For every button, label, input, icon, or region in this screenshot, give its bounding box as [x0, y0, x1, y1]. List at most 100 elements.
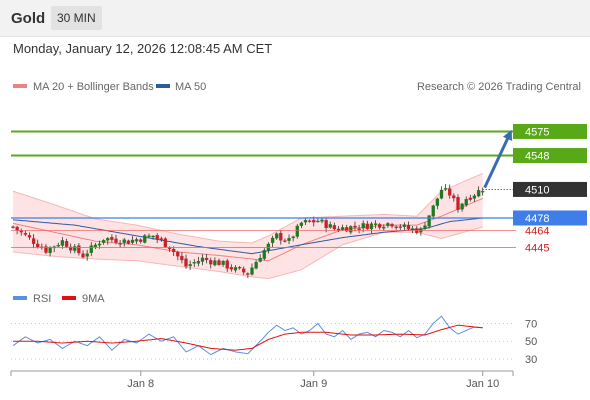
candle-body [275, 233, 279, 239]
candle-body [361, 223, 365, 229]
candle-body [184, 258, 188, 267]
instrument-title: Gold [11, 10, 46, 27]
candle-body [122, 239, 126, 243]
candle-body [159, 238, 163, 240]
support-label-4445: 4445 [525, 242, 549, 254]
target-tag-4548 [513, 148, 587, 164]
candle-body [439, 189, 444, 199]
candle-body [81, 253, 85, 258]
target-label-4575: 4575 [525, 126, 549, 138]
candle-body [250, 267, 254, 275]
candle-body [110, 237, 114, 240]
header-bar: Gold 30 MIN [0, 0, 590, 37]
candle-body [427, 215, 431, 227]
legend-swatch-9ma [62, 296, 76, 300]
candle-body [345, 227, 349, 232]
candle-body [176, 251, 180, 257]
candle-body [402, 224, 407, 228]
candle-body [188, 264, 192, 267]
candle-body [77, 245, 81, 254]
bollinger-band-fill [13, 173, 483, 279]
legend-9ma: 9MA [82, 293, 105, 305]
candle-body [172, 248, 176, 253]
candle-body [155, 235, 159, 239]
target-tag-4575 [513, 123, 587, 139]
time-tick-label: Jan 10 [466, 378, 499, 390]
candle-body [192, 262, 196, 264]
candle-body [242, 268, 246, 273]
candle-body [435, 198, 440, 206]
timeframe-button[interactable]: 30 MIN [51, 6, 102, 30]
candle-body [163, 238, 168, 248]
rsi-plot: 70 50 30 [11, 315, 537, 366]
candle-body [373, 223, 378, 225]
candle-body [101, 240, 106, 243]
candle-body [246, 273, 250, 275]
candle-body [431, 205, 435, 217]
candle-body [217, 260, 221, 265]
candle-body [324, 220, 328, 229]
last-price-tag [513, 181, 587, 197]
candle-body [357, 228, 361, 230]
scenario-arrow [483, 129, 512, 189]
candle-body [328, 224, 332, 228]
candle-body [204, 257, 209, 261]
candle-body [464, 199, 468, 206]
candle-body [254, 261, 258, 269]
candle-body [23, 233, 28, 235]
time-tick-label: Jan 9 [300, 378, 327, 390]
candle-body [410, 228, 415, 230]
candle-body [106, 238, 110, 241]
candle-body [312, 219, 316, 223]
candle-body [114, 238, 118, 243]
candle-body [118, 243, 122, 245]
support-label-4464: 4464 [525, 225, 549, 237]
candle-body [213, 260, 217, 266]
candle-body [15, 226, 19, 231]
legend-swatch-ma50 [156, 84, 170, 88]
candle-body [93, 244, 98, 248]
last-price-label: 4510 [525, 184, 549, 196]
candle-body [336, 228, 341, 231]
candle-body [365, 223, 369, 229]
candle-body [481, 191, 485, 193]
rsi-tick-label: 70 [525, 318, 537, 330]
candle-body [69, 246, 73, 251]
candle-body [295, 225, 299, 237]
candle-body [291, 236, 295, 239]
pivot-tag-4478 [513, 210, 587, 226]
legend-ma20: MA 20 + Bollinger Bands [33, 81, 154, 93]
candle-body [27, 235, 32, 238]
candle-body [283, 240, 287, 242]
candle-body [456, 197, 460, 210]
target-label-4548: 4548 [525, 151, 549, 163]
candle-body [468, 197, 472, 200]
candle-body [270, 237, 275, 243]
candle-body [472, 195, 477, 199]
candle-body [320, 219, 324, 222]
candle-body [130, 239, 135, 243]
candle-body [386, 223, 390, 226]
legend-rsi: RSI [33, 293, 51, 305]
candle-body [64, 241, 69, 247]
copyright-text: Research © 2026 Trading Central [417, 81, 581, 93]
candle-body [44, 246, 48, 253]
candle-body [97, 243, 102, 246]
candle-body [225, 260, 229, 269]
candle-body [134, 239, 139, 242]
candle-body [307, 220, 312, 222]
candle-body [229, 267, 234, 270]
candle-body [262, 250, 266, 259]
candle-body [233, 267, 238, 271]
candle-body [196, 261, 201, 264]
legend-swatch-ma20 [13, 84, 27, 88]
price-plot [11, 172, 485, 280]
candle-body [36, 243, 40, 248]
time-axis: Jan 8 Jan 9 Jan 10 [127, 371, 499, 390]
candle-body [398, 226, 402, 228]
candle-body [299, 222, 304, 226]
candle-body [303, 220, 308, 223]
candle-body [56, 245, 60, 247]
